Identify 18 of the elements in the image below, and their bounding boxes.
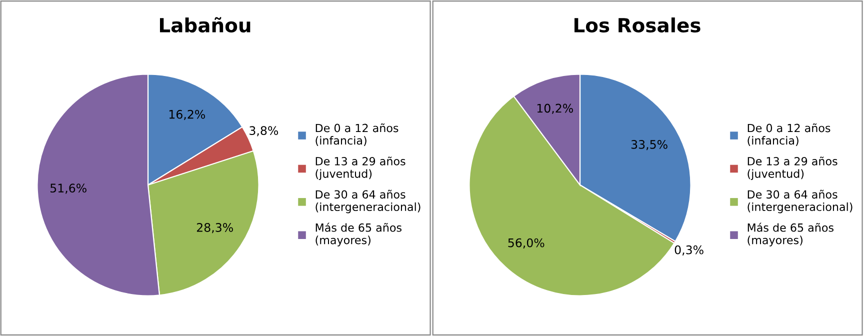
legend-label: Más de 65 años (mayores) <box>748 222 834 246</box>
chart-title: Los Rosales <box>574 17 700 33</box>
legend-label: De 0 a 12 años (infancia) <box>316 123 398 146</box>
data-label: 56,0% <box>508 238 544 248</box>
legend-label: De 13 a 29 años (juventud) <box>748 156 838 180</box>
data-label: 0,3% <box>674 245 704 256</box>
legend-label: De 30 a 64 años (intergeneracional) <box>316 190 420 214</box>
data-label: 33,5% <box>631 140 668 150</box>
legend-label: Más de 65 años (mayores) <box>316 222 402 246</box>
data-label: 3,8% <box>250 126 278 136</box>
legend-label: De 30 a 64 años (intergeneracional) <box>748 190 852 214</box>
data-label: 16,2% <box>169 110 205 120</box>
data-label: 10,2% <box>537 104 573 114</box>
legend-label: De 0 a 12 años (infancia) <box>748 123 830 146</box>
legend-label: De 13 a 29 años (juventud) <box>316 156 406 180</box>
data-label: 28,3% <box>196 223 233 234</box>
chart-title: Labañou <box>160 17 250 33</box>
data-label: 51,6% <box>50 184 86 194</box>
